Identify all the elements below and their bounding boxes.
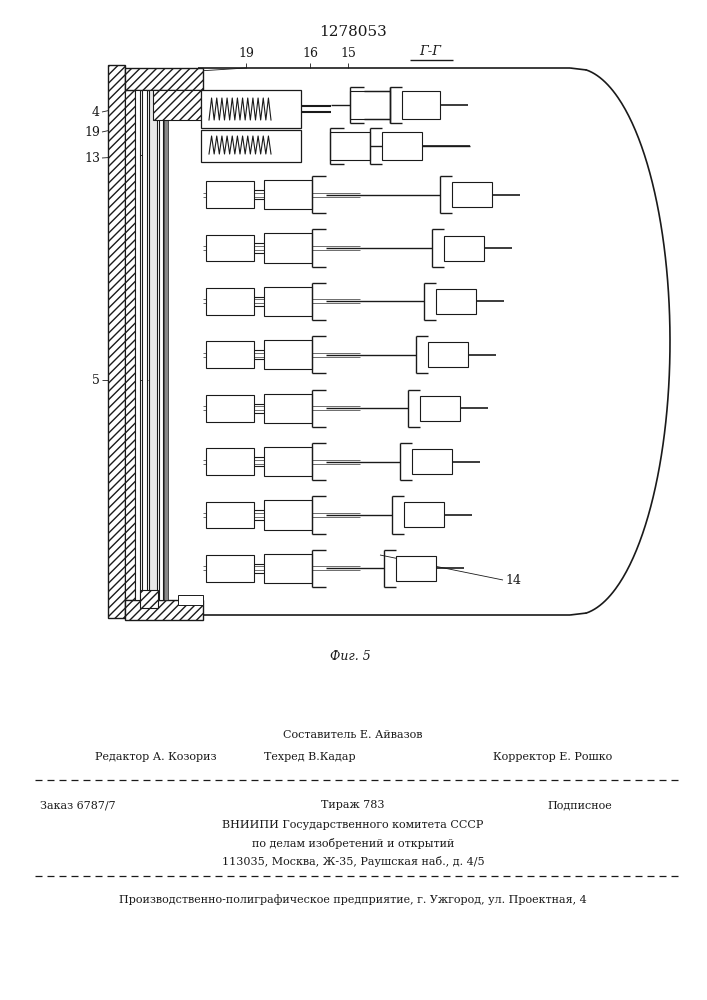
Bar	[206, 395, 254, 422]
Bar	[264, 554, 312, 583]
Bar	[206, 341, 254, 368]
Text: Корректор Е. Рошко: Корректор Е. Рошко	[493, 752, 612, 762]
Bar	[264, 287, 312, 316]
Text: Г-Г: Г-Г	[419, 45, 441, 58]
Text: Фиг. 5: Фиг. 5	[329, 650, 370, 663]
Text: Подписное: Подписное	[547, 800, 612, 810]
Text: 16: 16	[302, 47, 318, 60]
Text: Производственно-полиграфическое предприятие, г. Ужгород, ул. Проектная, 4: Производственно-полиграфическое предприя…	[119, 894, 587, 905]
Text: ВНИИПИ Государственного комитета СССР: ВНИИПИ Государственного комитета СССР	[222, 820, 484, 830]
Text: 113035, Москва, Ж-35, Раушская наб., д. 4/5: 113035, Москва, Ж-35, Раушская наб., д. …	[222, 856, 484, 867]
Text: 14: 14	[505, 574, 521, 586]
Bar	[436, 289, 476, 314]
Bar	[350, 91, 390, 119]
Bar	[402, 91, 440, 119]
Text: Редактор А. Козориз: Редактор А. Козориз	[95, 752, 216, 762]
Bar	[125, 68, 203, 90]
Bar	[264, 340, 312, 369]
Bar	[412, 449, 452, 474]
Bar	[206, 181, 254, 208]
Bar	[396, 556, 436, 581]
Text: 15: 15	[340, 47, 356, 60]
Bar	[206, 235, 254, 261]
Text: 4: 4	[92, 105, 100, 118]
Bar	[201, 130, 301, 162]
Bar	[264, 233, 312, 263]
Bar	[264, 447, 312, 476]
Bar	[330, 132, 370, 160]
Bar	[149, 90, 157, 600]
Bar	[159, 90, 163, 600]
Bar	[264, 394, 312, 423]
Text: 19: 19	[238, 47, 254, 60]
Bar	[153, 90, 201, 120]
Bar	[206, 502, 254, 528]
Bar	[206, 448, 254, 475]
Bar	[206, 555, 254, 582]
Bar	[420, 396, 460, 421]
Text: Техред В.Кадар: Техред В.Кадар	[264, 752, 356, 762]
Bar	[140, 590, 158, 608]
Bar	[178, 595, 203, 605]
Bar	[452, 182, 492, 207]
Bar	[444, 236, 484, 261]
Bar	[125, 600, 203, 620]
Bar	[264, 180, 312, 209]
Bar	[125, 90, 135, 600]
Bar	[135, 90, 140, 600]
Text: 1278053: 1278053	[319, 25, 387, 39]
Bar	[108, 65, 125, 618]
Text: Тираж 783: Тираж 783	[321, 800, 385, 810]
Bar	[142, 90, 147, 600]
Bar	[382, 132, 422, 160]
Bar	[428, 342, 468, 367]
Text: 5: 5	[92, 373, 100, 386]
Bar	[201, 90, 301, 128]
Bar	[404, 502, 444, 527]
Bar	[206, 288, 254, 315]
Bar	[264, 500, 312, 530]
Text: Заказ 6787/7: Заказ 6787/7	[40, 800, 116, 810]
Bar	[164, 90, 168, 600]
Text: Составитель Е. Айвазов: Составитель Е. Айвазов	[284, 730, 423, 740]
Text: 13: 13	[84, 151, 100, 164]
Text: по делам изобретений и открытий: по делам изобретений и открытий	[252, 838, 454, 849]
Text: 19: 19	[84, 125, 100, 138]
